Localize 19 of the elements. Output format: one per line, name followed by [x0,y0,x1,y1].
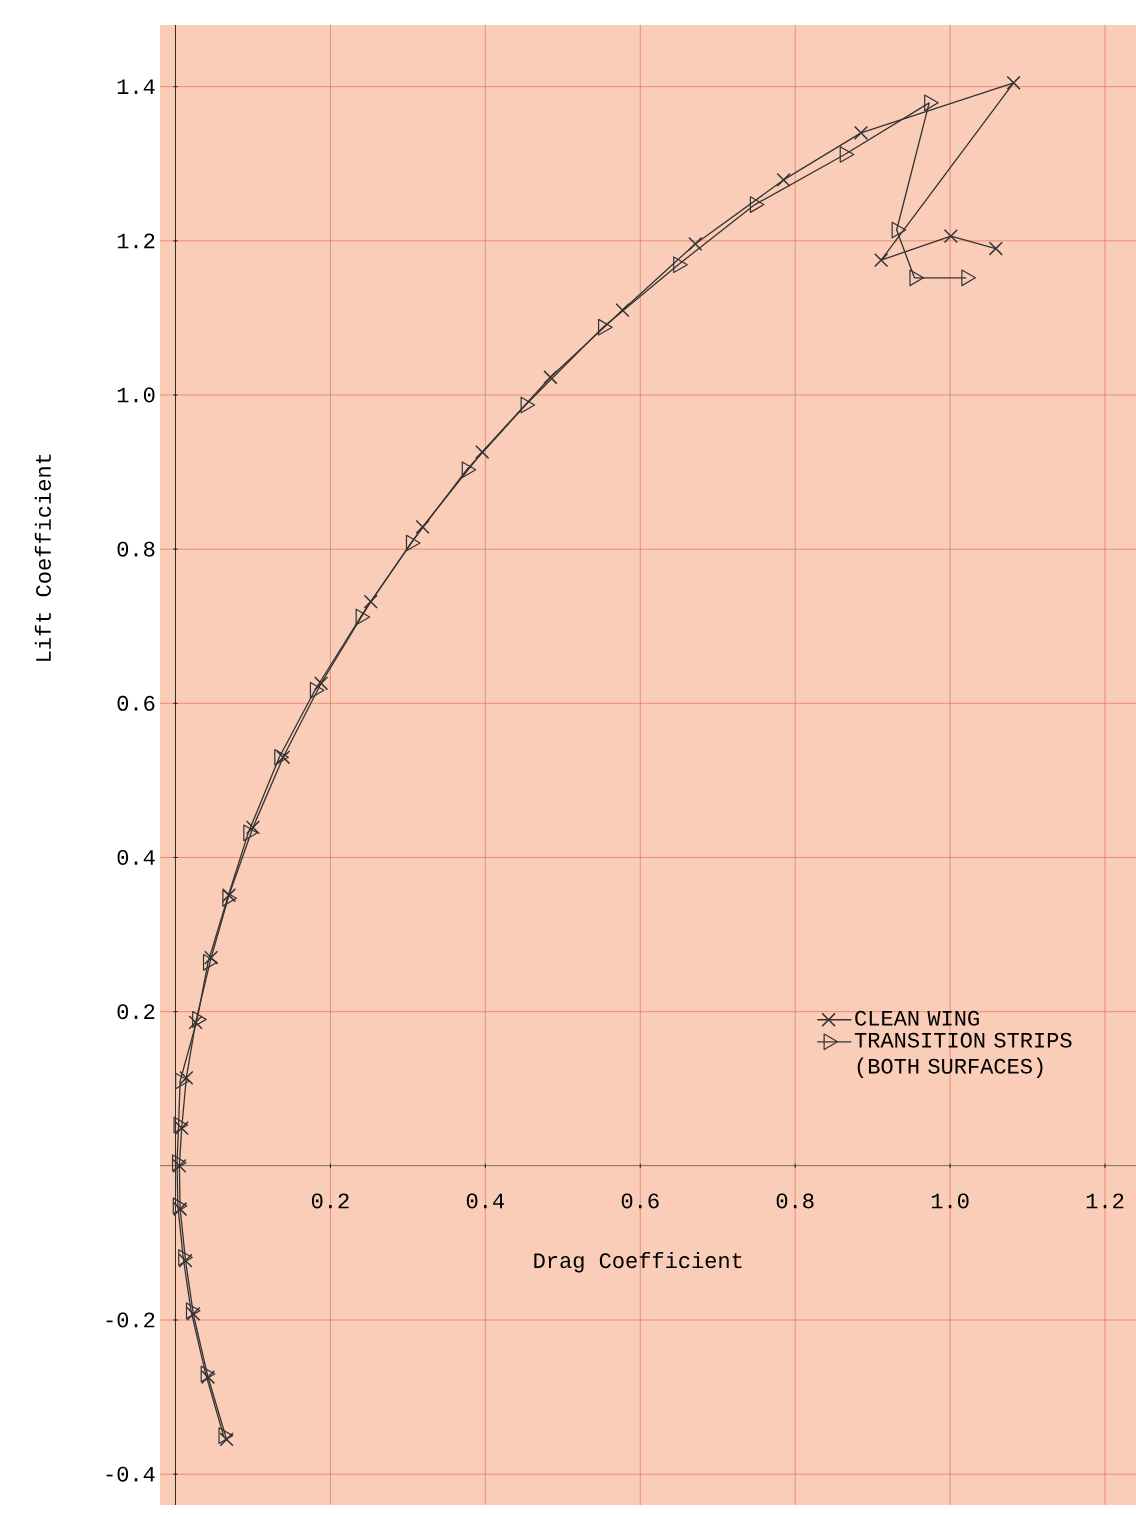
y-tick-label: -0.2 [106,1312,155,1328]
legend-label: CLEAN WING [855,1010,979,1026]
legend-label: TRANSITION STRIPS (BOTH SURFACES) [854,1032,1072,1079]
x-tick-label: 0.8 [776,1193,814,1209]
x-tick-label: 1.0 [931,1193,969,1209]
y-tick-label: -0.4 [106,1466,155,1482]
y-tick-label: 0.6 [117,695,155,711]
y-tick-label: 0.4 [117,850,155,865]
x-axis-title: Drag Coefficient [534,1252,742,1273]
y-tick-label: 1.2 [117,233,155,249]
x-tick-label: 0.4 [466,1193,504,1209]
y-tick-label: 1.4 [117,79,155,94]
y-axis-title: Lift Coefficient [34,454,51,661]
y-tick-label: 0.2 [117,1004,155,1020]
y-tick-label: 0.8 [117,541,155,557]
x-tick-label: 0.6 [621,1193,659,1209]
y-tick-label: 1.0 [117,387,155,403]
x-tick-label: 1.2 [1086,1193,1124,1209]
x-tick-label: 0.2 [311,1193,349,1209]
